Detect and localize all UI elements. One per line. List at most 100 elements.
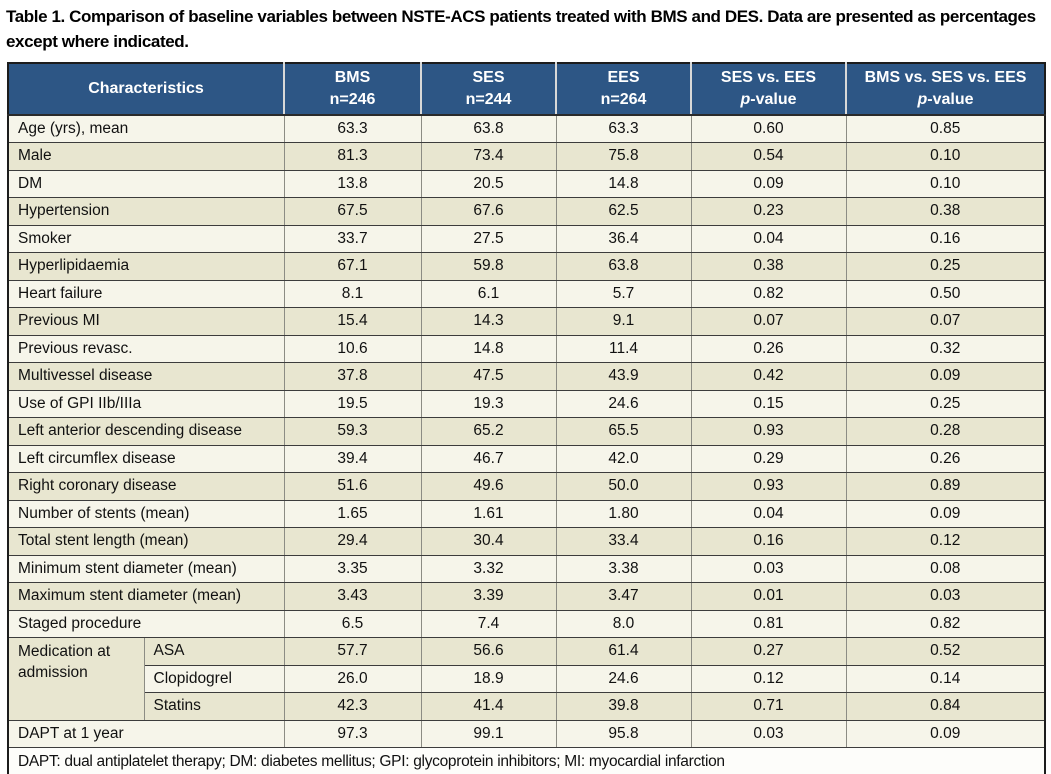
column-header-line2: n=246: [329, 91, 376, 108]
column-header-line1: Characteristics: [88, 80, 204, 97]
column-header-line2: n=264: [600, 91, 647, 108]
value-cell: 59.3: [283, 417, 422, 446]
value-cell: 0.54: [690, 142, 847, 171]
value-cell: 59.8: [420, 252, 557, 281]
table-row: Male 81.3 73.4 75.8 0.54 0.10: [7, 142, 1046, 171]
value-cell: 14.3: [420, 307, 557, 336]
table-row: Clopidogrel 26.0 18.9 24.6 0.12 0.14: [8, 664, 1046, 693]
value-cell: 0.38: [690, 252, 847, 281]
value-cell: 50.0: [555, 472, 692, 501]
column-header-line1: BMS vs. SES vs. EES: [864, 69, 1027, 86]
row-label-cell: Left circumflex disease: [7, 444, 285, 473]
value-cell: 0.82: [845, 609, 1046, 638]
row-label-cell: Total stent length (mean): [7, 527, 285, 556]
row-label-cell: Multivessel disease: [7, 362, 285, 391]
value-cell: 9.1: [555, 307, 692, 336]
value-cell: 0.26: [845, 444, 1046, 473]
value-cell: 3.32: [420, 554, 557, 583]
value-cell: 67.5: [283, 197, 422, 226]
value-cell: 0.50: [845, 279, 1046, 308]
value-cell: 30.4: [420, 527, 557, 556]
value-cell: 0.12: [690, 664, 847, 693]
value-cell: 0.84: [845, 692, 1046, 721]
value-cell: 0.25: [845, 389, 1046, 418]
column-header-line2: n=244: [465, 91, 512, 108]
value-cell: 0.38: [845, 197, 1046, 226]
value-cell: 24.6: [555, 664, 692, 693]
value-cell: 19.5: [283, 389, 422, 418]
value-cell: 65.2: [420, 417, 557, 446]
value-cell: 3.35: [283, 554, 422, 583]
table-row: Number of stents (mean) 1.65 1.61 1.80 0.04 0…: [7, 499, 1046, 528]
value-cell: 33.7: [283, 224, 422, 253]
header-row: Characteristics BMS n=246 SES n=244 EES n=264 S…: [8, 63, 1045, 116]
value-cell: 19.3: [420, 389, 557, 418]
value-cell: 0.03: [690, 554, 847, 583]
value-cell: 0.12: [845, 527, 1046, 556]
row-label-cell: Minimum stent diameter (mean): [7, 554, 285, 583]
value-cell: 65.5: [555, 417, 692, 446]
table-row: Age (yrs), mean 63.3 63.8 63.3 0.60 0.85: [7, 114, 1046, 143]
footnote-row: DAPT: dual antiplatelet therapy; DM: dia…: [8, 747, 1045, 774]
value-cell: 0.27: [690, 637, 847, 666]
value-cell: 3.38: [555, 554, 692, 583]
value-cell: 0.10: [845, 142, 1046, 171]
row-label-cell: DM: [7, 169, 285, 198]
value-cell: 57.7: [283, 637, 422, 666]
value-cell: 8.0: [555, 609, 692, 638]
value-cell: 1.80: [555, 499, 692, 528]
row-label-cell: Previous revasc.: [7, 334, 285, 363]
row-label-cell: Hyperlipidaemia: [7, 252, 285, 281]
value-cell: 14.8: [420, 334, 557, 363]
value-cell: 67.6: [420, 197, 557, 226]
table-row: Statins 42.3 41.4 39.8 0.71 0.84: [8, 692, 1046, 721]
value-cell: 1.65: [283, 499, 422, 528]
value-cell: 13.8: [283, 169, 422, 198]
value-cell: 43.9: [555, 362, 692, 391]
footnote: DAPT: dual antiplatelet therapy; DM: dia…: [8, 747, 1045, 774]
value-cell: 29.4: [283, 527, 422, 556]
value-cell: 0.60: [690, 114, 847, 143]
value-cell: 3.43: [283, 582, 422, 611]
table-row: Previous revasc. 10.6 14.8 11.4 0.26 0.32: [7, 334, 1046, 363]
row-label-cell: Hypertension: [7, 197, 285, 226]
value-cell: 0.16: [845, 224, 1046, 253]
value-cell: 5.7: [555, 279, 692, 308]
value-cell: 46.7: [420, 444, 557, 473]
row-label-cell: Previous MI: [7, 307, 285, 336]
row-group-cell: Medication at admission: [7, 637, 145, 721]
value-cell: 24.6: [555, 389, 692, 418]
value-cell: 27.5: [420, 224, 557, 253]
value-cell: 7.4: [420, 609, 557, 638]
column-header-line2: p-value: [740, 91, 797, 108]
value-cell: 8.1: [283, 279, 422, 308]
value-cell: 63.8: [420, 114, 557, 143]
value-cell: 0.93: [690, 472, 847, 501]
value-cell: 0.04: [690, 499, 847, 528]
row-label-cell: ASA: [143, 637, 285, 666]
value-cell: 3.47: [555, 582, 692, 611]
value-cell: 0.16: [690, 527, 847, 556]
table-row: Left circumflex disease 39.4 46.7 42.0 0.29 0…: [7, 444, 1046, 473]
value-cell: 0.81: [690, 609, 847, 638]
column-header: EES n=264: [556, 63, 692, 116]
row-label-cell: Heart failure: [7, 279, 285, 308]
table-row: Total stent length (mean) 29.4 30.4 33.4 0.1…: [7, 527, 1046, 556]
value-cell: 0.93: [690, 417, 847, 446]
value-cell: 99.1: [420, 719, 557, 748]
column-header-line1: EES: [607, 69, 640, 86]
value-cell: 33.4: [555, 527, 692, 556]
row-label-cell: Right coronary disease: [7, 472, 285, 501]
value-cell: 6.1: [420, 279, 557, 308]
table-row: Staged procedure 6.5 7.4 8.0 0.81 0.82: [7, 609, 1046, 638]
table-header: Characteristics BMS n=246 SES n=244 EES n=264 S…: [8, 63, 1045, 116]
value-cell: 0.09: [845, 362, 1046, 391]
value-cell: 0.01: [690, 582, 847, 611]
value-cell: 95.8: [555, 719, 692, 748]
value-cell: 81.3: [283, 142, 422, 171]
table-row: Use of GPI IIb/IIIa 19.5 19.3 24.6 0.15 0.25: [7, 389, 1046, 418]
row-label-cell: DAPT at 1 year: [7, 719, 285, 748]
value-cell: 6.5: [283, 609, 422, 638]
value-cell: 0.10: [845, 169, 1046, 198]
